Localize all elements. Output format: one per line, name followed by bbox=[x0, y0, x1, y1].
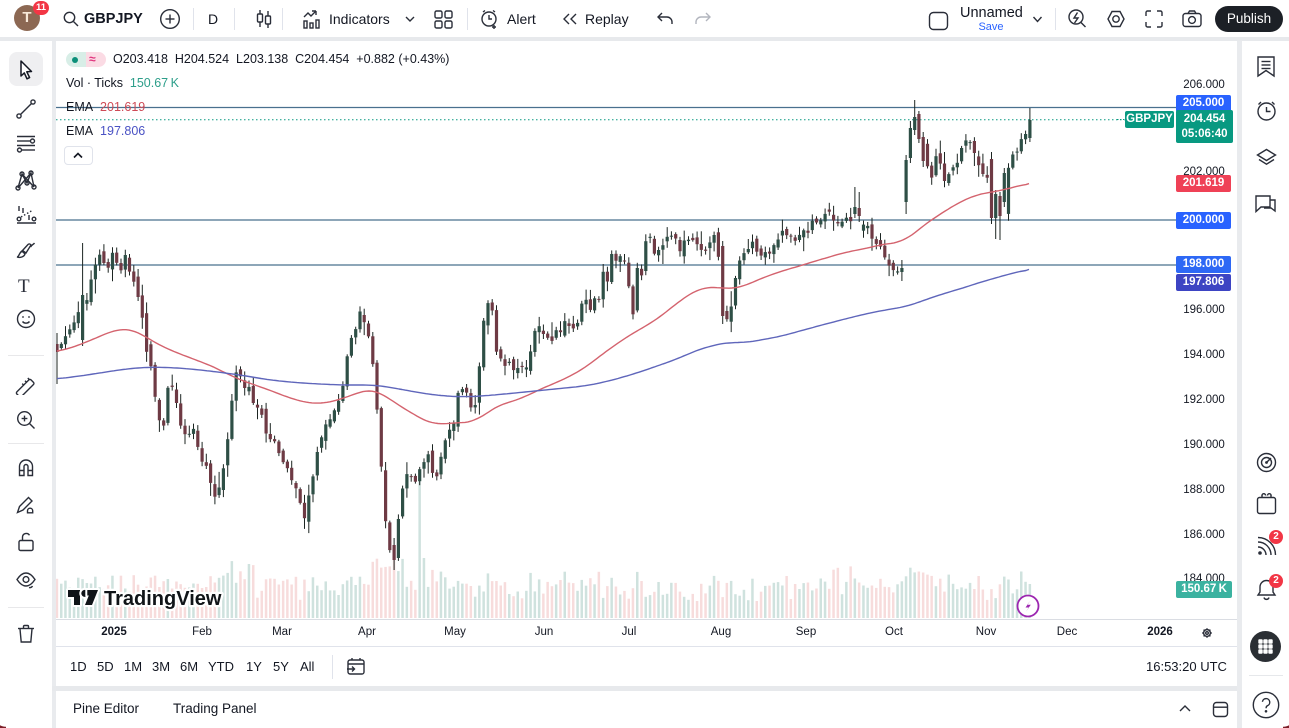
svg-text:TradingView: TradingView bbox=[104, 588, 222, 610]
